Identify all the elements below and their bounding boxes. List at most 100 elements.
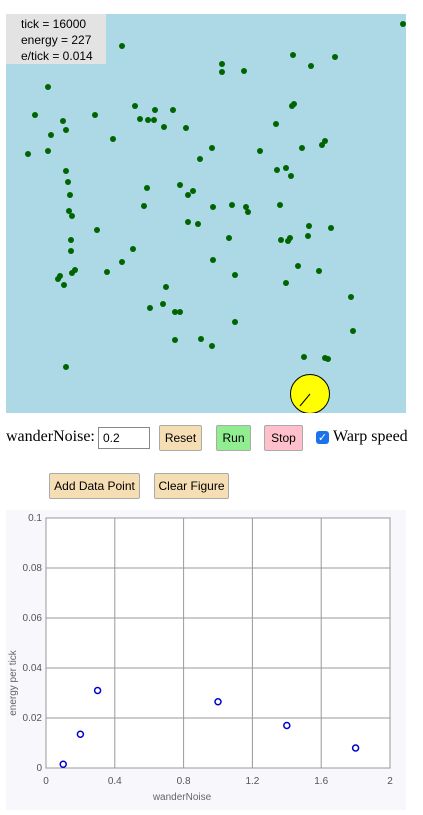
scatter-chart: 0 0.4 0.8 1.2 1.6 2 0 0.02 0.04 0.06 0.08 0.1 wander… <box>8 513 393 803</box>
food-pellet <box>232 272 238 278</box>
food-pellet <box>104 269 110 275</box>
food-pellet <box>145 117 151 123</box>
data-point <box>76 730 85 738</box>
x-axis-label: wanderNoise <box>152 792 212 803</box>
data-point <box>59 760 67 768</box>
food-pellet <box>177 309 183 315</box>
food-pellet <box>306 223 312 229</box>
food-pellet <box>290 52 296 58</box>
tick-readout: tick = 16000 <box>21 17 87 31</box>
y-axis-label: energy per tick <box>8 649 19 716</box>
food-pellet <box>144 185 150 191</box>
food-pellet <box>210 204 216 210</box>
energy-plot: 0 0.4 0.8 1.2 1.6 2 0 0.02 0.04 0.06 0.08 0.1 wander… <box>6 510 406 810</box>
run-button[interactable]: Run <box>216 425 251 451</box>
food-pellet <box>305 233 311 239</box>
stats-readout: tick = 16000 energy = 227 e/tick = 0.014 <box>6 14 106 64</box>
wander-noise-input[interactable] <box>98 427 150 449</box>
food-pellet <box>243 204 249 210</box>
food-pellet <box>147 305 153 311</box>
food-pellet <box>45 84 51 90</box>
food-pellet <box>141 203 147 209</box>
food-pellet <box>94 227 100 233</box>
food-pellet <box>69 270 75 276</box>
agent-body <box>290 374 330 413</box>
food-pellet <box>274 167 280 173</box>
food-pellet <box>322 138 328 144</box>
food-pellet <box>278 237 284 243</box>
food-pellet <box>152 107 158 113</box>
food-pellet <box>110 136 116 142</box>
food-pellet <box>348 294 354 300</box>
food-pellet <box>68 237 74 243</box>
x-tick-label: 0.4 <box>108 776 122 787</box>
food-pellet <box>137 116 143 122</box>
food-pellet <box>48 132 54 138</box>
food-pellet <box>229 202 235 208</box>
y-tick-label: 0.02 <box>23 713 43 724</box>
food-pellet <box>61 282 67 288</box>
food-pellet <box>55 276 61 282</box>
food-pellet <box>277 202 283 208</box>
food-pellet <box>119 259 125 265</box>
stop-button[interactable]: Stop <box>264 425 303 451</box>
food-pellet <box>219 61 225 67</box>
food-pellet <box>288 173 294 179</box>
food-pellet <box>190 188 196 194</box>
food-pellet <box>400 21 406 27</box>
food-pellet <box>185 192 191 198</box>
clear-figure-button[interactable]: Clear Figure <box>154 473 229 499</box>
food-pellet <box>325 356 331 362</box>
food-pellet <box>132 103 138 109</box>
food-pellet <box>308 63 314 69</box>
data-point <box>351 744 360 752</box>
food-pellet <box>198 336 204 342</box>
food-pellet <box>45 148 51 154</box>
reset-button[interactable]: Reset <box>159 425 202 451</box>
wander-noise-label: wanderNoise: <box>6 428 95 445</box>
food-pellet <box>185 219 191 225</box>
food-pellet <box>289 103 295 109</box>
food-pellet <box>161 124 167 130</box>
food-pellet <box>151 117 157 123</box>
y-tick-label: 0.06 <box>23 613 43 624</box>
food-pellet <box>163 284 169 290</box>
food-pellet <box>332 54 338 60</box>
controls-bar: wanderNoise: Reset Run Stop ✓ Warp speed <box>0 423 423 453</box>
y-tick-label: 0.08 <box>23 563 43 574</box>
food-pellet <box>60 118 66 124</box>
food-pellet <box>301 354 307 360</box>
food-pellet <box>172 309 178 315</box>
food-pellet <box>183 125 189 131</box>
add-data-point-button[interactable]: Add Data Point <box>49 473 140 499</box>
warp-speed-checkbox[interactable]: ✓ <box>316 431 329 444</box>
food-pellet <box>209 343 215 349</box>
food-pellet <box>316 268 322 274</box>
food-pellet <box>63 364 69 370</box>
food-pellet <box>130 246 136 252</box>
food-pellet <box>295 263 301 269</box>
food-pellet <box>319 142 325 148</box>
food-pellet <box>63 168 69 174</box>
data-point <box>214 698 222 706</box>
food-pellet <box>219 69 225 75</box>
food-pellet <box>257 148 263 154</box>
energy-per-tick-readout: e/tick = 0.014 <box>21 49 93 63</box>
food-pellet <box>232 319 238 325</box>
x-tick-label: 1.6 <box>314 776 328 787</box>
energy-readout: energy = 227 <box>21 33 92 47</box>
food-pellet <box>283 280 289 286</box>
food-pellet <box>63 127 69 133</box>
food-pellet <box>72 267 78 273</box>
data-point <box>283 721 291 730</box>
y-tick-label: 0.04 <box>23 663 43 674</box>
food-pellet <box>170 107 176 113</box>
food-pellet <box>68 248 74 254</box>
food-pellet <box>67 192 73 198</box>
warp-speed-label: Warp speed <box>333 428 408 445</box>
simulation-field <box>6 14 406 413</box>
food-pellet <box>160 301 166 307</box>
food-pellet <box>241 68 247 74</box>
food-pellet <box>177 182 183 188</box>
x-tick-label: 2 <box>387 776 393 787</box>
